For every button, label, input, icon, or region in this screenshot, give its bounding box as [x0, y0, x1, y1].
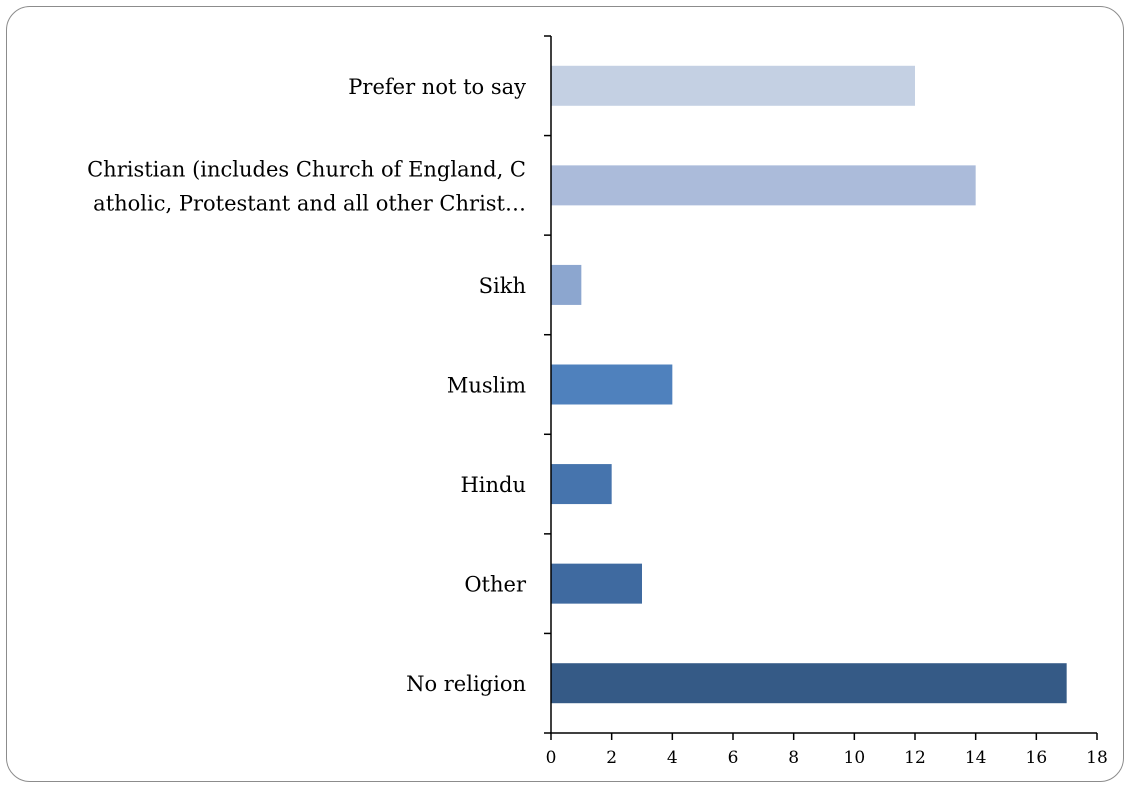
x-tick-labels: 0 2 4 6 8 10 12 14 16 18	[546, 748, 1108, 768]
x-tick-label: 18	[1086, 748, 1108, 768]
x-tick-label: 6	[728, 748, 739, 768]
category-label: No religion	[406, 672, 526, 696]
axes-group	[544, 35, 1098, 740]
x-tick-label: 0	[546, 748, 557, 768]
category-label: Hindu	[460, 473, 526, 497]
category-label: Christian (includes Church of England, C	[87, 157, 526, 181]
category-label: Muslim	[447, 374, 526, 398]
x-tick-label: 2	[606, 748, 617, 768]
category-label: Prefer not to say	[348, 75, 526, 99]
category-label: Sikh	[479, 274, 526, 298]
bar-no-religion	[551, 663, 1067, 704]
bar-muslim	[551, 364, 673, 405]
x-tick-label: 12	[904, 748, 926, 768]
bars-group	[551, 65, 1067, 704]
bar-sikh	[551, 264, 582, 305]
x-tick-label: 14	[965, 748, 987, 768]
bar-prefer-not-to-say	[551, 65, 915, 106]
bar-hindu	[551, 464, 612, 505]
category-label: Other	[464, 573, 527, 597]
x-tick-label: 10	[844, 748, 866, 768]
x-tick-label: 8	[788, 748, 799, 768]
category-label: atholic, Protestant and all other Christ…	[93, 191, 526, 215]
x-tick-label: 16	[1026, 748, 1048, 768]
bar-christian-includes-church-of-england-catholic-protestant-and-all-other-christ	[551, 165, 976, 206]
x-tick-label: 4	[667, 748, 678, 768]
bar-other	[551, 563, 642, 604]
category-labels: No religion Other Hindu Muslim Sikh Christian…	[87, 75, 527, 696]
